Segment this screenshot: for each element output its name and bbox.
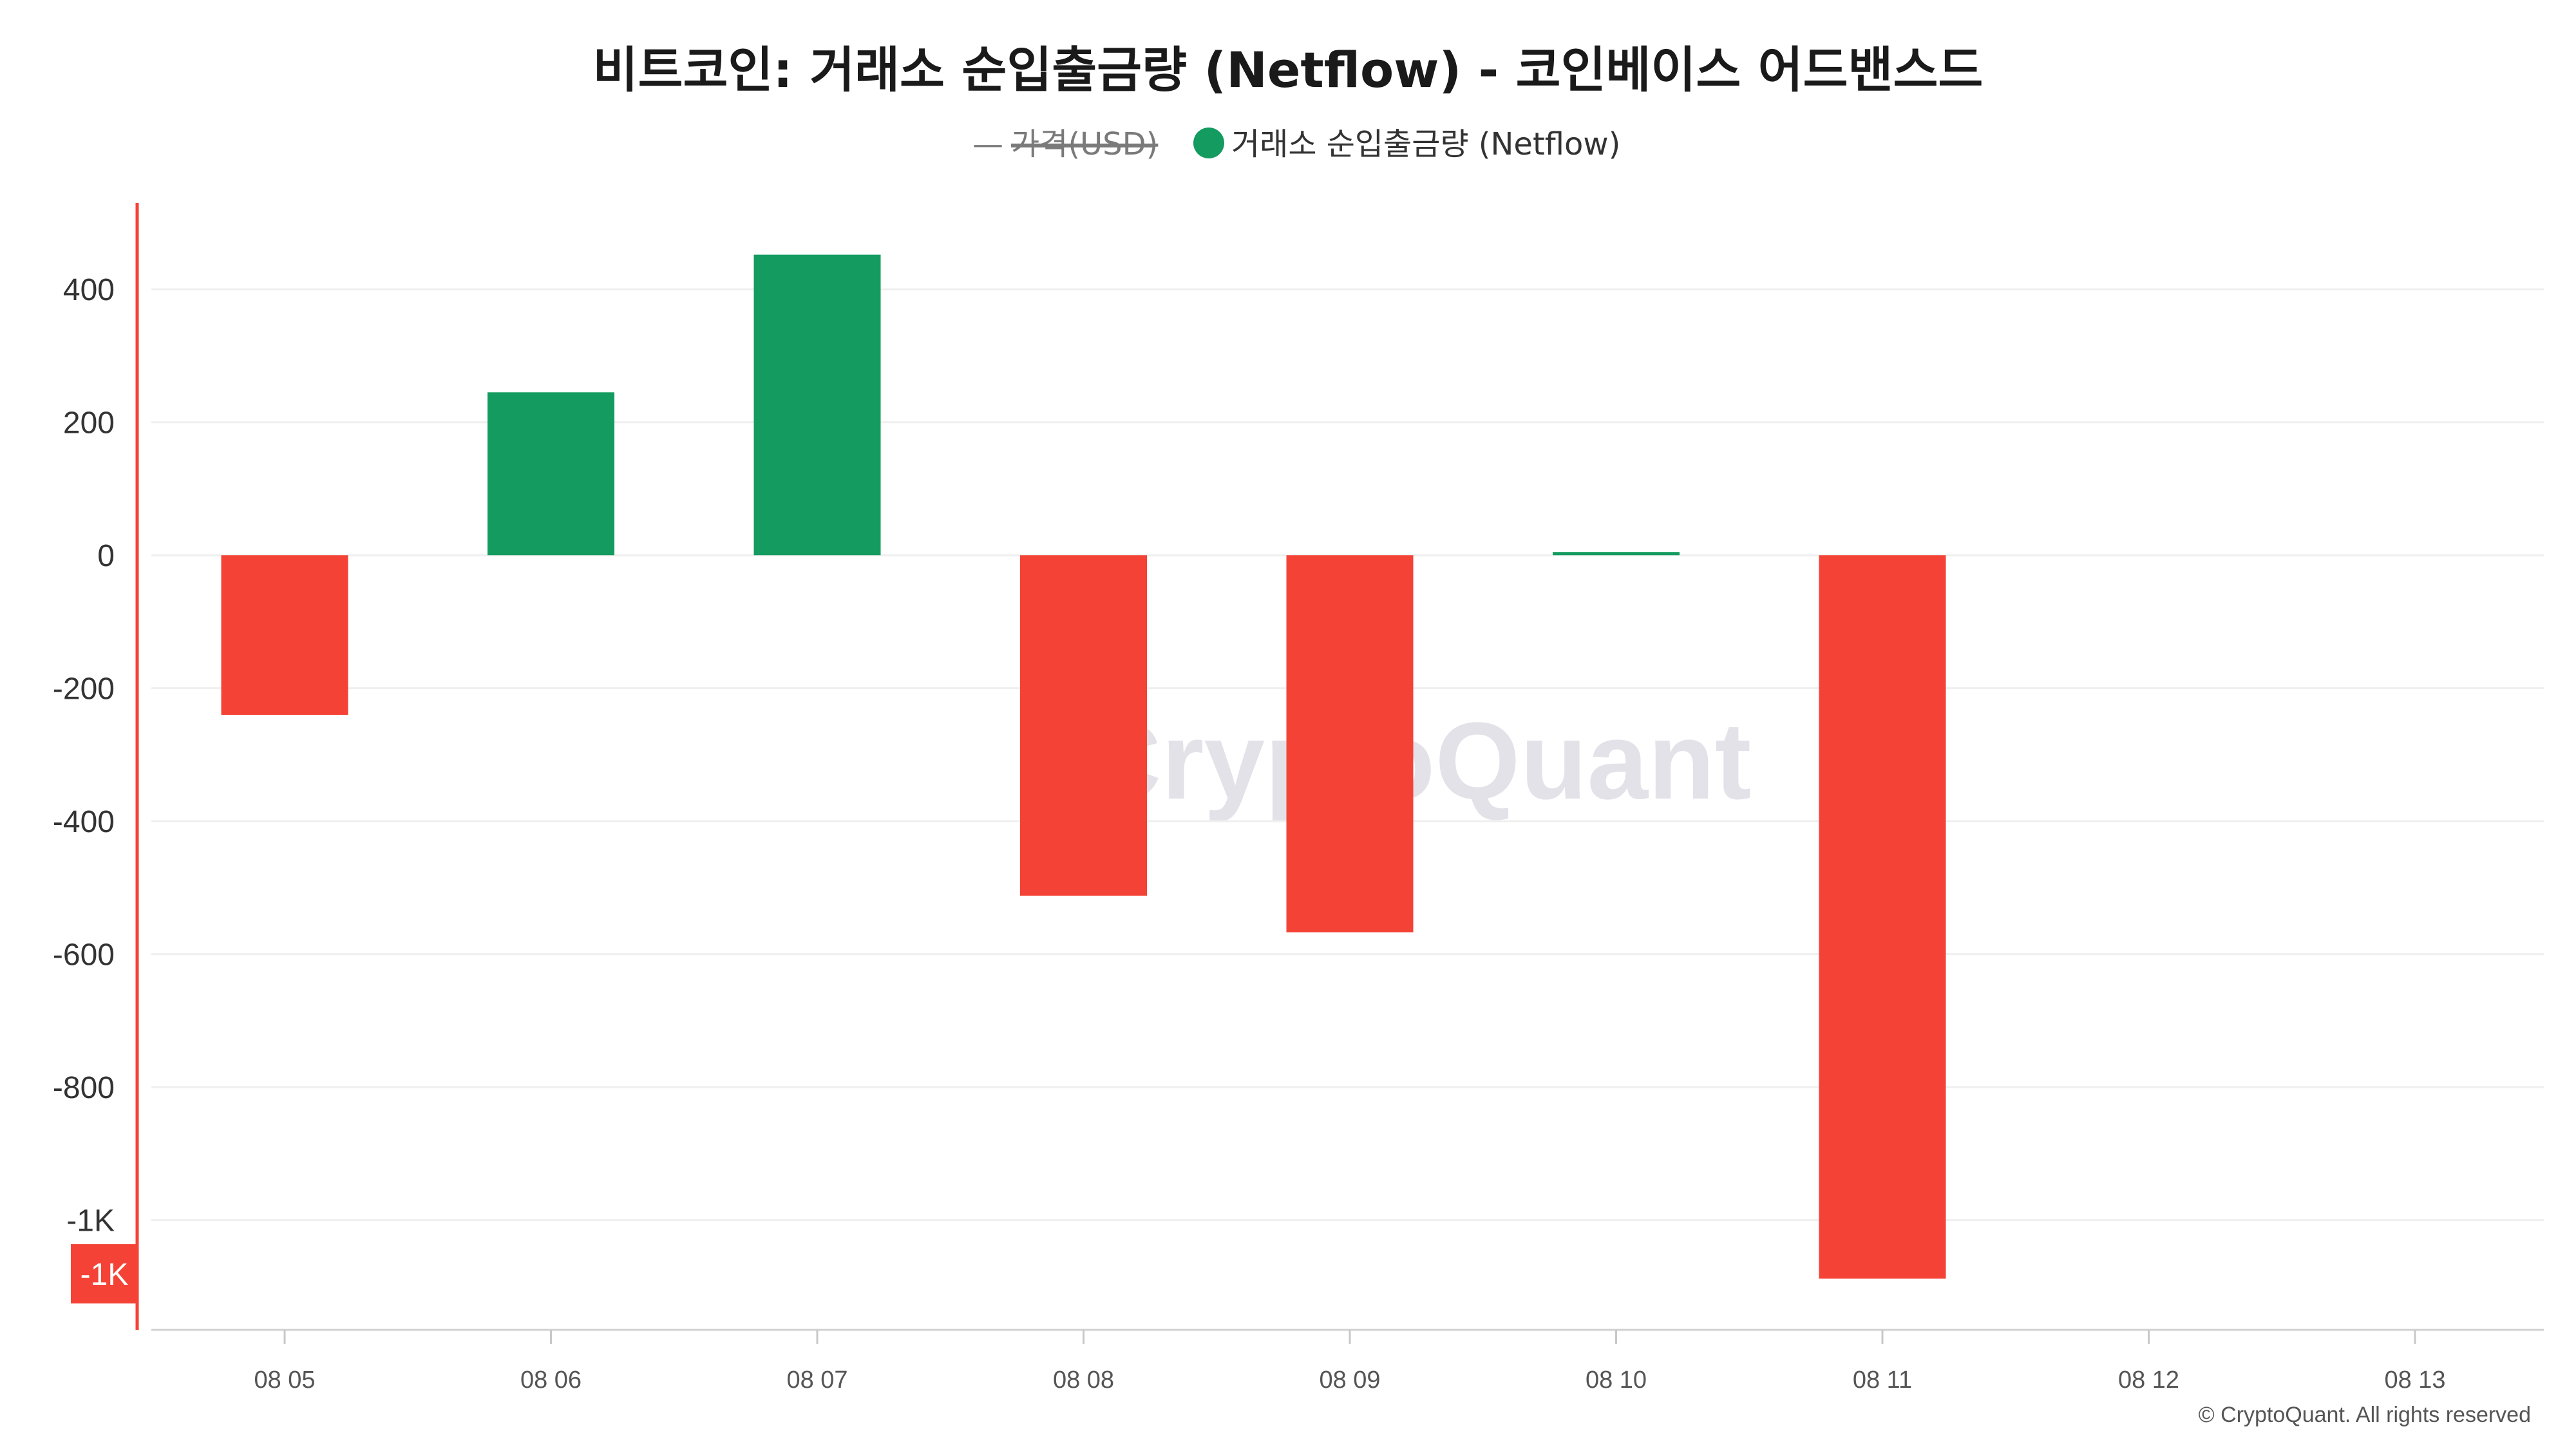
current-value-badge-label: -1K <box>80 1258 129 1292</box>
y-tick-label: -600 <box>53 938 115 972</box>
legend-item-netflow[interactable]: 거래소 순입출금량 (Netflow) <box>1231 126 1620 162</box>
legend[interactable]: — 가격(USD) 거래소 순입출금량 (Netflow) <box>972 126 1620 162</box>
y-tick-label: -200 <box>53 672 115 706</box>
chart-title: 비트코인: 거래소 순입출금량 (Netflow) - 코인베이스 어드밴스드 <box>593 41 1984 99</box>
legend-netflow-dot-icon <box>1193 128 1224 158</box>
current-value-badge-bg <box>71 1244 137 1303</box>
x-tick-label: 08 13 <box>2384 1367 2445 1394</box>
x-tick-label: 08 10 <box>1586 1367 1647 1394</box>
legend-price-dash: — <box>972 126 1003 162</box>
x-tick-label: 08 12 <box>2118 1367 2179 1394</box>
y-tick-label: -400 <box>53 805 115 839</box>
x-tick-label: 08 08 <box>1053 1367 1114 1394</box>
bar[interactable] <box>753 254 881 556</box>
y-tick-label: -800 <box>53 1071 115 1105</box>
copyright-footer: © CryptoQuant. All rights reserved <box>2199 1403 2531 1427</box>
x-tick-label: 08 05 <box>254 1367 315 1394</box>
y-tick-label: 400 <box>63 273 115 307</box>
bar[interactable] <box>221 555 348 715</box>
bars <box>221 254 1946 1279</box>
x-tick-label: 08 09 <box>1319 1367 1380 1394</box>
bar[interactable] <box>1020 555 1147 896</box>
bar[interactable] <box>1819 555 1946 1279</box>
legend-item-price[interactable]: 가격(USD) <box>1011 126 1158 162</box>
y-tick-label: -1K <box>66 1204 115 1238</box>
bar[interactable] <box>488 392 614 556</box>
y-tick-label: 200 <box>63 406 115 440</box>
watermark: CryptoQuant <box>1083 700 1752 822</box>
x-tick-label: 08 11 <box>1853 1367 1912 1394</box>
x-tick-label: 08 06 <box>520 1367 582 1394</box>
bar[interactable] <box>1286 555 1414 933</box>
bar[interactable] <box>1553 552 1680 556</box>
x-axis: 08 05 08 06 08 07 08 08 08 09 08 10 08 11 08 12… <box>151 1329 2544 1394</box>
y-tick-label: 0 <box>97 539 115 573</box>
x-tick-label: 08 07 <box>786 1367 848 1394</box>
current-value-badge: -1K <box>71 1244 137 1303</box>
y-axis: 400 200 0 -200 -400 -600 -800 -1K <box>53 273 115 1238</box>
